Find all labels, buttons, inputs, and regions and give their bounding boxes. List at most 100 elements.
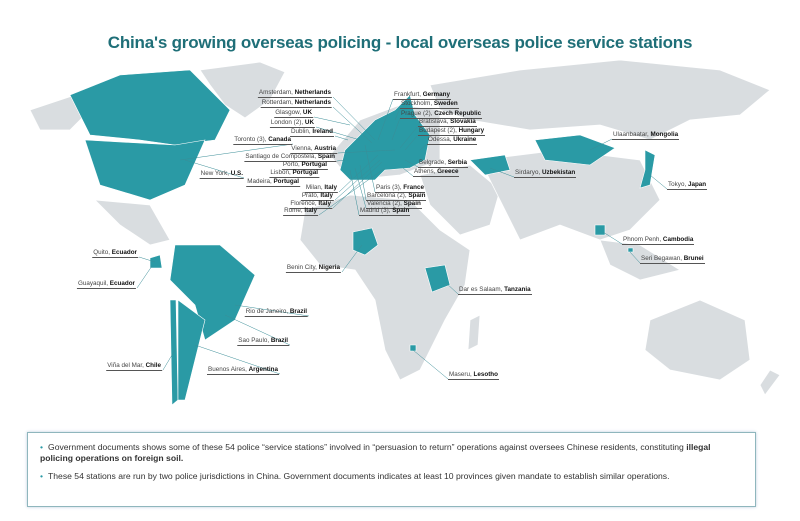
- country-tanzania: [424, 264, 451, 293]
- city: Frankfurt: [394, 91, 420, 98]
- city: London (2): [270, 119, 302, 126]
- madagascar: [467, 314, 481, 351]
- city: Valencia (2): [367, 200, 401, 207]
- station-label: Belgrade, Serbia: [418, 159, 468, 168]
- middle-east: [419, 164, 501, 236]
- city: Maseru: [449, 371, 470, 378]
- australia: [644, 299, 751, 381]
- country: Austria: [314, 145, 336, 152]
- city: Rome: [284, 207, 301, 214]
- bullet-icon: •: [40, 471, 44, 481]
- city: New York: [200, 170, 228, 177]
- city: Quito: [93, 249, 109, 256]
- city: Sao Paulo: [238, 337, 268, 344]
- city: Guayaquil: [77, 280, 107, 287]
- country-ecuador: [149, 254, 163, 269]
- country: Italy: [320, 192, 333, 199]
- note-item: • Government documents shows some of thes…: [40, 442, 730, 464]
- note-text: Government documents shows some of these…: [48, 442, 687, 452]
- country: Portugal: [292, 169, 318, 176]
- station-label: Odessa, Ukraine: [427, 136, 478, 145]
- station-label: Santiago de Compostela, Spain: [244, 153, 336, 162]
- highlighted-countries: [69, 69, 656, 406]
- country-usa: [84, 139, 206, 201]
- station-label: Valencia (2), Spain: [366, 200, 422, 209]
- central-america: [93, 199, 171, 246]
- country: Ecuador: [111, 249, 137, 256]
- station-label: Quito, Ecuador: [92, 249, 138, 258]
- country: Chile: [145, 362, 161, 369]
- city: Viña del Mar: [107, 362, 143, 369]
- country-mongolia: [534, 134, 616, 166]
- country: Sweden: [433, 100, 458, 107]
- city: Benin City: [286, 264, 316, 271]
- city: Paris (3): [376, 184, 400, 191]
- station-label: Budapest (2), Hungary: [418, 127, 486, 136]
- city: Florence: [290, 200, 315, 207]
- bullet-icon: •: [40, 442, 44, 452]
- country: Ecuador: [109, 280, 135, 287]
- country: Spain: [317, 153, 335, 160]
- station-label: Stockholm, Sweden: [400, 100, 459, 109]
- station-label: Madeira, Portugal: [246, 178, 300, 187]
- station-label: Ulaanbaatar, Mongolia: [612, 131, 680, 140]
- note-text: These 54 stations are run by two police …: [48, 471, 670, 481]
- city: Prato: [301, 192, 317, 199]
- station-label: Dar es Salaam, Tanzania: [458, 286, 532, 295]
- city: Rotterdam: [261, 99, 292, 106]
- city: Budapest (2): [419, 127, 456, 134]
- country-canada: [69, 69, 231, 146]
- station-label: Seri Begawan, Brunei: [640, 255, 705, 264]
- country: Brazil: [270, 337, 288, 344]
- station-label: Sirdaryo, Uzbekistan: [514, 169, 577, 178]
- country-brazil: [169, 244, 256, 341]
- city: Toronto (3): [234, 136, 265, 143]
- station-label: Lisbon, Portugal: [269, 169, 319, 178]
- city: Bratislava: [419, 118, 447, 125]
- note-item: • These 54 stations are run by two police…: [40, 471, 730, 482]
- station-label: Benin City, Nigeria: [285, 264, 341, 273]
- station-label: Prague (2), Czech Republic: [400, 110, 483, 119]
- country: Italy: [318, 200, 331, 207]
- station-label: Rio de Janeiro, Brazil: [244, 308, 308, 317]
- station-label: Sao Paulo, Brazil: [237, 337, 289, 346]
- country: UK: [302, 109, 312, 116]
- city: Stockholm: [401, 100, 431, 107]
- greenland: [199, 61, 286, 119]
- map-title: China's growing overseas policing - loca…: [107, 33, 693, 52]
- africa: [299, 194, 471, 381]
- country: France: [403, 184, 424, 191]
- country-japan: [639, 149, 656, 189]
- country: Uzbekistan: [541, 169, 576, 176]
- country: Ireland: [312, 128, 333, 135]
- city: Athens: [414, 168, 434, 175]
- country: Spain: [392, 207, 410, 214]
- russia-asia: [429, 59, 771, 141]
- note-emphasis: illegal policing operations on foreign s…: [40, 442, 711, 463]
- city: Tokyo: [668, 181, 685, 188]
- country: Cambodia: [662, 236, 694, 243]
- city: Dar es Salaam: [459, 286, 501, 293]
- city: Seri Begawan: [641, 255, 681, 262]
- station-label: Milan, Italy: [304, 184, 338, 193]
- station-label: Guayaquil, Ecuador: [76, 280, 136, 289]
- station-label: Athens, Greece: [413, 168, 460, 177]
- country: Greece: [437, 168, 459, 175]
- city: Milan: [305, 184, 321, 191]
- country: Canada: [268, 136, 291, 143]
- city: Phnom Penh: [623, 236, 660, 243]
- country: Spain: [403, 200, 421, 207]
- city: Madrid (3): [360, 207, 389, 214]
- city: Dublin: [290, 128, 309, 135]
- country: Mongolia: [650, 131, 679, 138]
- station-label: Amsterdam, Netherlands: [257, 89, 332, 98]
- station-label: Bratislava, Slovakia: [418, 118, 477, 127]
- station-label: Florence, Italy: [289, 200, 332, 209]
- station-label: Glasgow, UK: [274, 109, 313, 118]
- world-map: [29, 59, 781, 406]
- country: Italy: [324, 184, 337, 191]
- city: Sirdaryo: [515, 169, 539, 176]
- country-cambodia: [594, 224, 606, 236]
- country: Czech Republic: [434, 110, 482, 117]
- city: Belgrade: [419, 159, 445, 166]
